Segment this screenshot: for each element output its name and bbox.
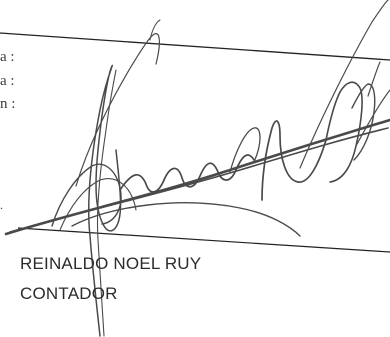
field-label-fragment: n : [0, 96, 16, 112]
field-label-fragment: a : [0, 49, 15, 65]
top-rule-line [0, 32, 390, 61]
signer-role: CONTADOR [20, 284, 118, 303]
signer-name: REINALDO NOEL RUY [20, 254, 202, 273]
field-label-fragment: a : [0, 73, 15, 89]
signature-rule-line [17, 227, 390, 253]
field-label-fragment: . [0, 198, 3, 212]
